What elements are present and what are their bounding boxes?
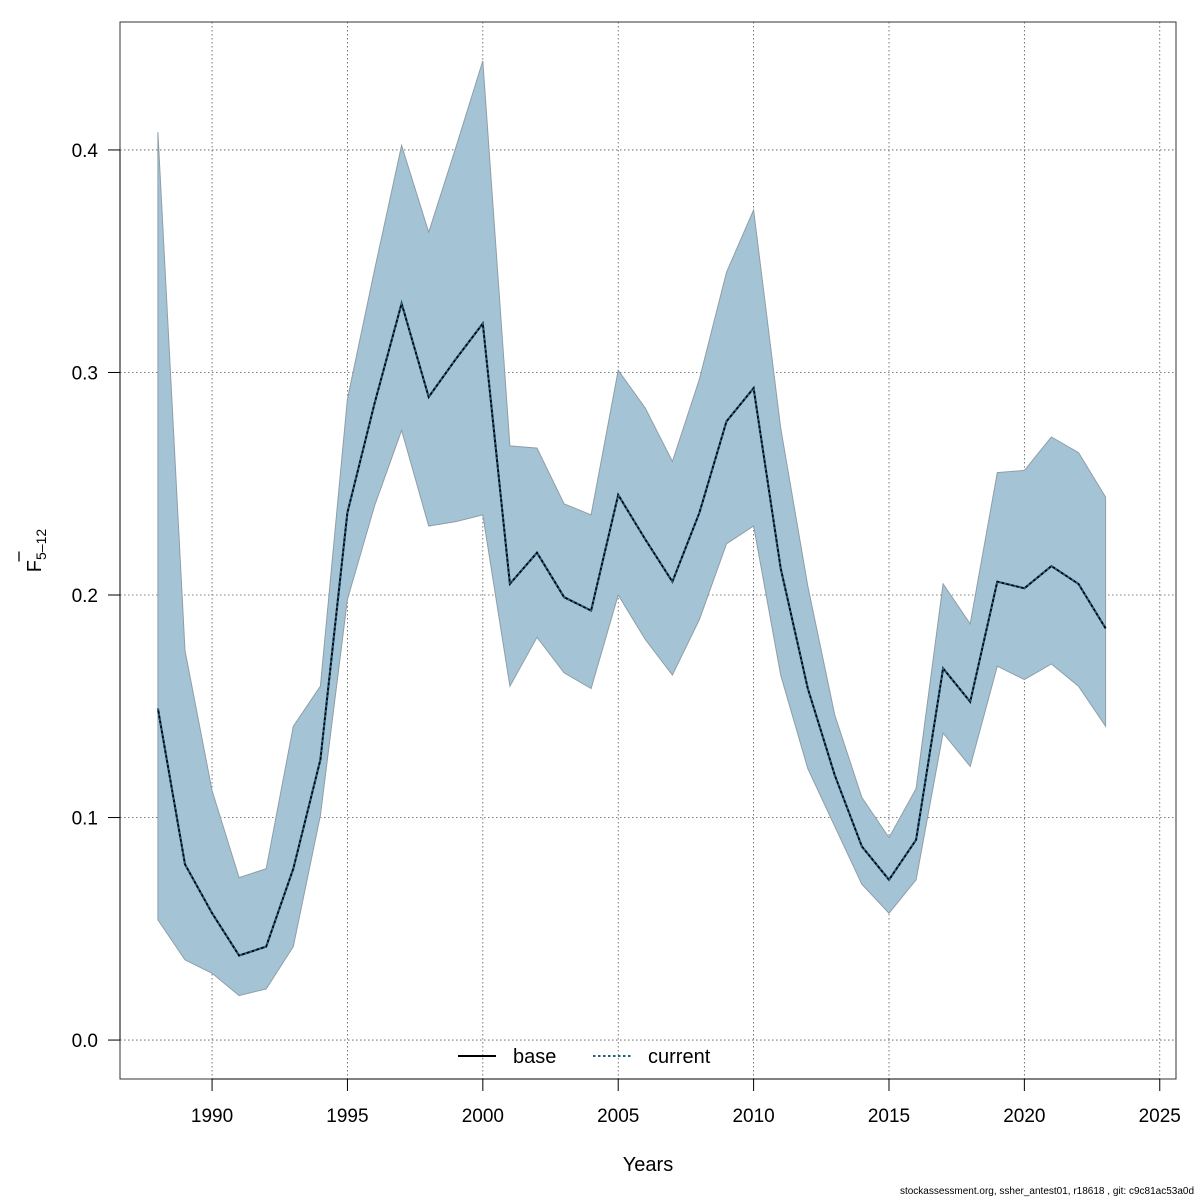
- x-tick-label: 2000: [462, 1106, 504, 1127]
- x-tick-label: 2005: [597, 1106, 639, 1127]
- x-tick-label: 2015: [868, 1106, 910, 1127]
- y-axis-title: F5–12: [18, 529, 49, 573]
- y-tick-label: 0.4: [72, 141, 99, 162]
- legend-label-current: current: [648, 1046, 711, 1068]
- y-axis-title-base: F: [24, 560, 46, 572]
- confidence-band-area: [157, 60, 1107, 997]
- x-tick-label: 1995: [326, 1106, 368, 1127]
- svg-text:F5–12: F5–12: [24, 529, 49, 573]
- x-tick-label: 1990: [191, 1106, 233, 1127]
- legend: base current: [458, 1046, 711, 1068]
- confidence-band: [157, 60, 1107, 997]
- x-axis-title: Years: [623, 1154, 673, 1176]
- y-tick-label: 0.2: [72, 586, 98, 607]
- y-tick-label: 0.3: [72, 363, 98, 384]
- y-tick-label: 0.0: [72, 1031, 98, 1052]
- x-tick-label: 2025: [1139, 1106, 1181, 1127]
- y-tick-label: 0.1: [72, 809, 98, 830]
- x-axis: 1990 1995 2000 2005 2010 2015 2020 2025: [191, 1078, 1181, 1127]
- x-tick-label: 2010: [732, 1106, 774, 1127]
- series-lines: [156, 299, 1107, 957]
- y-axis: 0.0 0.1 0.2 0.3 0.4: [72, 141, 121, 1052]
- x-tick-label: 2020: [1003, 1106, 1045, 1127]
- y-axis-title-subscript: 5–12: [33, 529, 49, 560]
- footer-credit: stockassessment.org, ssher_antest01, r18…: [899, 1186, 1194, 1197]
- legend-label-base: base: [513, 1046, 556, 1068]
- series-line-current: [156, 299, 1107, 957]
